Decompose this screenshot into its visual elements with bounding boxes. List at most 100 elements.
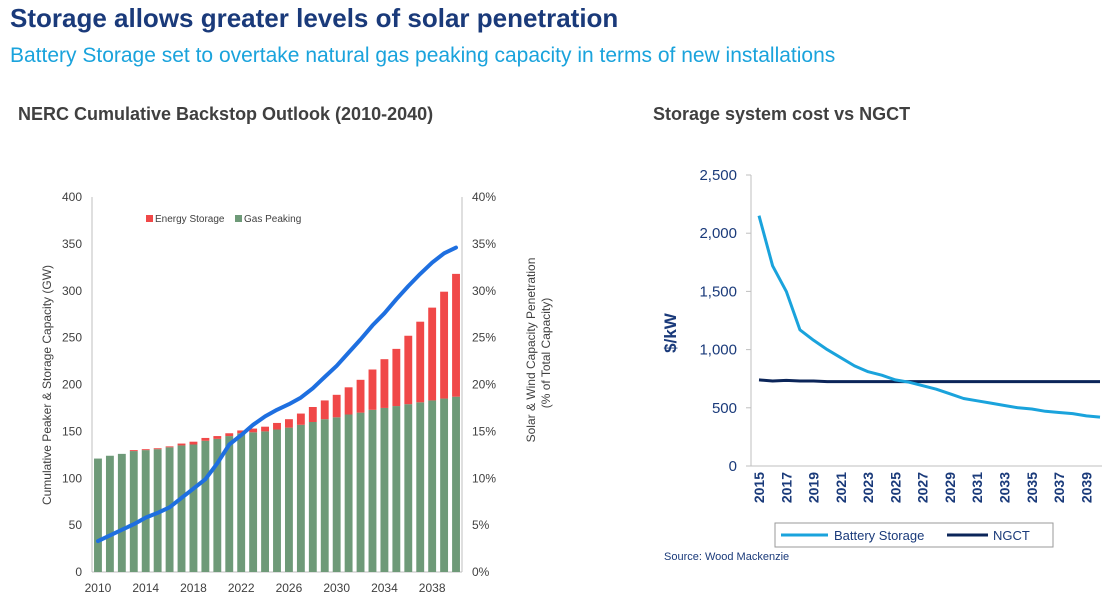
x-tick-label: 2022 xyxy=(228,581,255,595)
y-tick-label: 150 xyxy=(62,424,82,438)
energy-storage-bar xyxy=(344,387,353,415)
legend-label-gas-peaking: Gas Peaking xyxy=(244,214,301,225)
gas-peaking-bar xyxy=(404,404,413,572)
y2-tick-label: 5% xyxy=(472,518,490,532)
energy-storage-bar xyxy=(201,437,210,441)
energy-storage-bar xyxy=(452,273,460,397)
legend-swatch-energy-storage xyxy=(146,215,153,222)
energy-storage-bar xyxy=(320,400,329,420)
gas-peaking-bar xyxy=(296,424,305,572)
y-tick-label: 50 xyxy=(69,518,83,532)
energy-storage-bar xyxy=(284,419,293,428)
legend-swatch-gas-peaking xyxy=(235,215,242,222)
gas-peaking-bar xyxy=(261,431,270,572)
energy-storage-bar xyxy=(165,446,174,448)
gas-peaking-bar xyxy=(332,417,341,572)
gas-peaking-bar xyxy=(392,406,401,572)
x-tick-label: 2034 xyxy=(371,581,398,595)
cost-x-tick-label: 2039 xyxy=(1078,472,1094,503)
y2-axis-title-line1: Solar & Wind Capacity Penetration xyxy=(524,258,538,443)
gas-peaking-bar xyxy=(153,449,162,572)
cost-legend-box xyxy=(774,522,1054,548)
cost-x-tick-label: 2023 xyxy=(860,472,876,503)
energy-storage-bar xyxy=(404,335,413,405)
cost-x-tick-label: 2031 xyxy=(969,472,985,503)
y2-tick-label: 40% xyxy=(472,190,496,204)
energy-storage-bar xyxy=(428,307,437,401)
penetration-line xyxy=(96,245,458,544)
gas-peaking-bar xyxy=(129,451,138,572)
gas-peaking-bar xyxy=(165,447,174,572)
y-tick-label: 300 xyxy=(62,284,82,298)
energy-storage-bar xyxy=(273,422,281,430)
energy-storage-bar xyxy=(380,359,389,408)
gas-peaking-bar xyxy=(94,458,102,572)
x-tick-label: 2010 xyxy=(85,581,112,595)
gas-peaking-bar xyxy=(380,407,389,572)
gas-peaking-bar xyxy=(177,445,186,572)
energy-storage-bar xyxy=(189,441,198,445)
storage-cost-chart: 0 500 1,000 1,500 2,000 2,500 $/kW 2015 2017 2019… xyxy=(661,167,1102,548)
y-axis-title: Cumulative Peaker & Storage Capacity (GW… xyxy=(40,265,54,505)
source-note: Source: Wood Mackenzie xyxy=(664,551,790,563)
y2-tick-label: 15% xyxy=(472,424,496,438)
gas-peaking-bar xyxy=(284,427,293,572)
gas-peaking-bar xyxy=(440,398,449,572)
energy-storage-bar xyxy=(392,348,401,407)
cost-x-tick-label: 2027 xyxy=(915,472,931,503)
gas-peaking-bar xyxy=(416,402,425,572)
legend-label-battery: Battery Storage xyxy=(834,528,924,543)
energy-storage-bar xyxy=(356,379,365,413)
gas-peaking-bar xyxy=(105,455,114,572)
y2-tick-label: 30% xyxy=(472,284,496,298)
x-tick-label: 2014 xyxy=(132,581,159,595)
cost-x-tick-label: 2025 xyxy=(887,472,903,503)
page-subtitle: Battery Storage set to overtake natural … xyxy=(10,44,836,67)
gas-peaking-bar xyxy=(213,438,222,572)
legend-label-energy-storage: Energy Storage xyxy=(155,214,225,225)
gas-peaking-bar xyxy=(368,409,377,572)
cost-x-tick-label: 2037 xyxy=(1051,472,1067,503)
energy-storage-bar xyxy=(213,436,222,439)
energy-storage-bar xyxy=(332,394,341,418)
y2-tick-label: 35% xyxy=(472,237,496,251)
energy-storage-bar xyxy=(308,407,317,422)
x-tick-label: 2038 xyxy=(419,581,446,595)
cost-x-tick-label: 2019 xyxy=(806,472,822,503)
energy-storage-bar xyxy=(249,428,258,433)
cost-x-tick-label: 2015 xyxy=(751,472,767,503)
energy-storage-bar xyxy=(153,448,162,450)
gas-peaking-bar xyxy=(225,436,234,572)
cost-x-tick-label: 2029 xyxy=(942,472,958,503)
cost-y-tick-label: 0 xyxy=(729,458,737,475)
x-tick-label: 2018 xyxy=(180,581,207,595)
gas-peaking-bar xyxy=(428,400,437,572)
gas-peaking-bar xyxy=(201,440,210,572)
gas-peaking-bar xyxy=(356,412,365,572)
gas-peaking-bar xyxy=(308,422,317,572)
y-tick-label: 400 xyxy=(62,190,82,204)
energy-storage-bar xyxy=(237,430,246,434)
energy-storage-bar xyxy=(296,413,305,425)
energy-storage-bar xyxy=(261,426,270,432)
cost-y-tick-label: 2,500 xyxy=(699,167,737,184)
gas-peaking-bar xyxy=(237,433,246,572)
battery-storage-line xyxy=(757,215,1101,419)
gas-peaking-bar xyxy=(189,444,198,572)
x-tick-label: 2030 xyxy=(323,581,350,595)
y2-tick-label: 0% xyxy=(472,565,490,579)
cost-x-tick-label: 2035 xyxy=(1024,472,1040,503)
gas-peaking-bar xyxy=(344,414,353,572)
legend-label-ngct: NGCT xyxy=(993,528,1030,543)
ngct-line xyxy=(758,378,1100,384)
energy-storage-bar xyxy=(440,291,449,399)
nerc-backstop-chart: 0 50 100 150 200 250 300 350 400 0% 5% 10% 15% 20% 25%… xyxy=(40,190,553,595)
y-tick-label: 200 xyxy=(62,378,82,392)
cost-x-tick-label: 2017 xyxy=(778,472,794,503)
energy-storage-bar xyxy=(141,449,150,451)
cost-y-axis-title: $/kW xyxy=(661,312,680,353)
gas-peaking-bar xyxy=(249,432,258,572)
gas-peaking-bar xyxy=(141,450,150,572)
chart1-title: NERC Cumulative Backstop Outlook (2010-2… xyxy=(18,104,434,124)
gas-peaking-bar xyxy=(320,419,329,572)
